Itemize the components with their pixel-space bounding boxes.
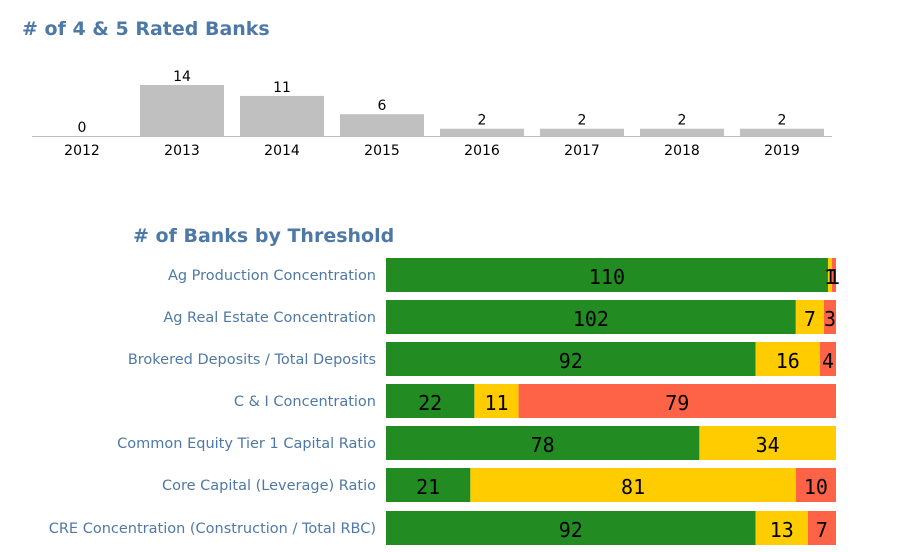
segment-red: [807, 511, 836, 545]
segment-green: [386, 342, 756, 376]
segment-yellow: [827, 258, 832, 292]
segment-value-label: 102: [573, 307, 609, 331]
rated-banks-bar-chart: 0 2012 14 2013 11 2014 6 2015 2 2016 2 2017 2 2018 2 20…: [32, 69, 832, 159]
bar-value-label: 2: [478, 113, 487, 129]
segment-yellow: [795, 300, 824, 334]
segment-red: [795, 468, 836, 502]
segment-value-label: 81: [621, 475, 645, 499]
category-label: Common Equity Tier 1 Capital Ratio: [117, 436, 376, 452]
segment-value-label: 92: [559, 349, 583, 373]
segment-value-label: 21: [416, 475, 440, 499]
segment-yellow: [474, 384, 519, 418]
segment-value-label: 78: [531, 433, 555, 457]
bar-2017: [540, 128, 624, 136]
category-label: Ag Real Estate Concentration: [163, 310, 376, 326]
x-tick-label: 2019: [764, 143, 800, 159]
segment-red: [831, 258, 836, 292]
segment-green: [386, 384, 475, 418]
x-tick-label: 2018: [664, 143, 700, 159]
segment-value-label: 10: [804, 475, 828, 499]
segment-value-label: 3: [824, 307, 836, 331]
segment-value-label: 22: [418, 391, 442, 415]
segment-yellow: [470, 468, 796, 502]
bar-value-label: 0: [78, 120, 87, 136]
x-tick-label: 2014: [264, 143, 300, 159]
chart-title-threshold: # of Banks by Threshold: [133, 225, 395, 247]
category-label: Brokered Deposits / Total Deposits: [128, 352, 376, 368]
category-label: Ag Production Concentration: [168, 268, 376, 284]
category-label: Core Capital (Leverage) Ratio: [162, 478, 376, 494]
segment-value-label: 16: [776, 349, 800, 373]
x-tick-label: 2013: [164, 143, 200, 159]
bar-2015: [340, 114, 424, 136]
bar-2018: [640, 128, 724, 136]
category-label: CRE Concentration (Construction / Total …: [49, 521, 376, 537]
bar-value-label: 2: [678, 113, 687, 129]
segment-green: [386, 258, 828, 292]
chart-title-rated-banks: # of 4 & 5 Rated Banks: [22, 18, 270, 40]
bar-2019: [740, 128, 824, 136]
segment-value-label: 13: [770, 518, 794, 542]
segment-value-label: 1: [828, 265, 840, 289]
segment-value-label: 4: [822, 349, 834, 373]
segment-yellow: [755, 342, 820, 376]
bar-2013: [140, 85, 224, 136]
bar-value-label: 6: [378, 98, 387, 114]
segment-red: [518, 384, 836, 418]
segment-value-label: 34: [756, 433, 780, 457]
segment-value-label: 11: [484, 391, 508, 415]
segment-green: [386, 511, 756, 545]
segment-yellow: [699, 426, 836, 460]
segment-green: [386, 300, 796, 334]
bar-value-label: 14: [173, 69, 191, 85]
x-tick-label: 2015: [364, 143, 400, 159]
bar-value-label: 2: [778, 113, 787, 129]
bar-value-label: 11: [273, 80, 291, 96]
segment-value-label: 7: [804, 307, 816, 331]
x-tick-label: 2017: [564, 143, 600, 159]
bar-2016: [440, 128, 524, 136]
segment-green: [386, 468, 471, 502]
category-label: C & I Concentration: [234, 394, 376, 410]
segment-value-label: 92: [559, 518, 583, 542]
segment-red: [819, 342, 836, 376]
segment-value-label: 110: [589, 265, 625, 289]
segment-green: [386, 426, 700, 460]
segment-red: [823, 300, 836, 334]
x-tick-label: 2012: [64, 143, 100, 159]
segment-yellow: [755, 511, 808, 545]
x-tick-label: 2016: [464, 143, 500, 159]
bar-2014: [240, 95, 324, 136]
segment-value-label: 7: [816, 518, 828, 542]
segment-value-label: 79: [665, 391, 689, 415]
bar-value-label: 2: [578, 113, 587, 129]
